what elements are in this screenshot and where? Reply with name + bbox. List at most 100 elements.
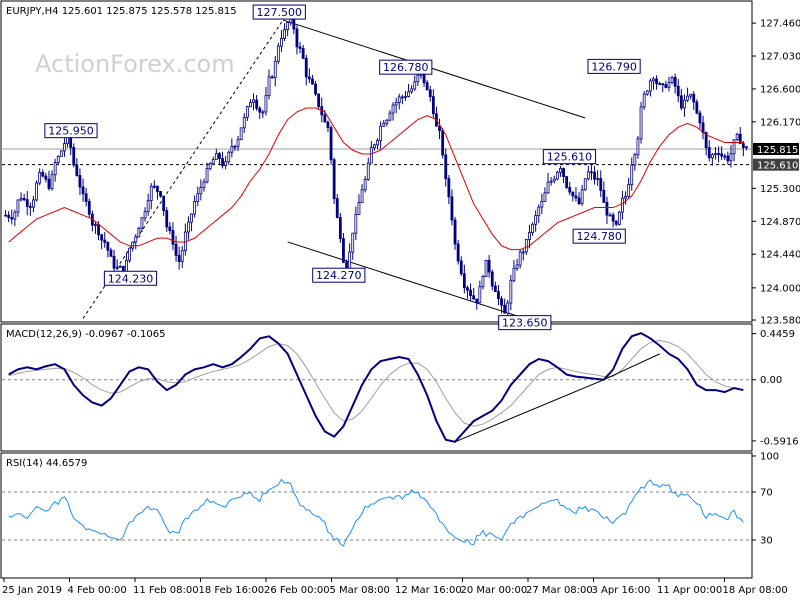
macd-y-axis: 0.4459 0.00 -0.5916 — [2, 329, 799, 447]
price-grid — [2, 148, 752, 166]
candle-body — [22, 198, 26, 201]
annotation-box — [44, 123, 98, 139]
candle-body — [190, 213, 193, 223]
annotation-label: 126.780 — [383, 61, 429, 74]
candle-body — [242, 116, 246, 129]
candles — [4, 10, 748, 318]
candle-body — [679, 95, 683, 109]
candle-body — [546, 181, 550, 194]
candle-body — [4, 214, 7, 217]
candle-body — [645, 90, 649, 95]
macd-header: MACD(12,26,9) -0.0967 -0.1065 — [6, 329, 166, 340]
moving-average — [8, 107, 744, 251]
price-annotations: 127.500 126.780 126.790 125.950 125.610 124.7… — [44, 4, 641, 331]
x-tick-label: 11 Feb 08:00 — [133, 585, 199, 596]
channel-upper-line — [282, 19, 586, 119]
price-tick-label: 123.580 — [760, 316, 800, 327]
candle-body — [143, 211, 147, 219]
candle-body — [81, 186, 85, 195]
candle-body — [642, 93, 646, 108]
candle-body — [239, 127, 243, 141]
candle-body — [506, 302, 510, 314]
price-header: EURJPY,H4 125.601 125.875 125.578 125.81… — [6, 6, 237, 17]
candle-body — [97, 224, 100, 236]
candle-body — [273, 60, 277, 78]
x-tick-label: 18 Feb 16:00 — [199, 585, 265, 596]
candle-body — [382, 122, 386, 127]
candle-body — [596, 178, 600, 180]
candle-body — [394, 102, 398, 106]
candle-body — [10, 217, 14, 220]
candle-body — [586, 171, 590, 180]
candle-body — [407, 91, 410, 97]
candle-body — [416, 74, 420, 83]
candle-body — [41, 172, 45, 177]
candle-body — [258, 107, 262, 113]
candle-body — [146, 200, 150, 213]
candle-body — [75, 164, 79, 176]
candle-body — [484, 259, 488, 278]
candle-body — [227, 151, 231, 163]
candle-body — [704, 132, 708, 149]
candle-body — [630, 164, 634, 186]
candle-body — [156, 185, 159, 192]
candle-body — [270, 76, 274, 79]
candle-body — [360, 189, 364, 203]
candle-body — [94, 224, 97, 226]
candle-body — [590, 171, 593, 174]
candle-body — [236, 139, 240, 147]
candle-body — [28, 206, 32, 208]
candle-body — [462, 273, 466, 289]
candle-body — [714, 153, 717, 155]
candle-body — [633, 154, 637, 166]
rsi-line — [8, 478, 744, 547]
candle-body — [707, 147, 711, 159]
candle-body — [379, 125, 383, 141]
candle-body — [159, 191, 162, 197]
x-tick-label: 18 Apr 08:00 — [723, 585, 788, 596]
candle-body — [397, 96, 401, 103]
annotation-label: 127.500 — [257, 6, 303, 19]
macd-trendline-1 — [454, 379, 605, 443]
candle-body — [329, 127, 333, 161]
candle-body — [404, 96, 407, 98]
candle-body — [559, 168, 562, 173]
x-tick-label: 4 Feb 00:00 — [68, 585, 127, 596]
candle-body — [168, 226, 172, 231]
candle-body — [115, 266, 119, 269]
annotation-label: 126.790 — [591, 60, 637, 73]
candle-body — [373, 144, 376, 149]
candle-body — [276, 45, 280, 62]
candle-body — [187, 221, 190, 233]
annotation-label: 124.230 — [108, 272, 154, 285]
candle-body — [221, 158, 224, 166]
candle-body — [723, 155, 727, 158]
candle-body — [109, 249, 113, 257]
candle-body — [283, 29, 286, 39]
candle-body — [301, 48, 305, 59]
rsi-tick-label: 30 — [760, 536, 773, 547]
candle-body — [692, 93, 696, 103]
candle-body — [53, 162, 57, 176]
candle-body — [369, 147, 373, 164]
candle-body — [267, 76, 271, 97]
candle-body — [602, 189, 606, 203]
candle-body — [441, 130, 445, 156]
candle-body — [555, 171, 559, 180]
candle-body — [376, 140, 379, 146]
candle-body — [444, 154, 448, 179]
candle-body — [35, 182, 38, 201]
candle-body — [438, 125, 441, 131]
candle-body — [205, 168, 209, 183]
candle-body — [481, 276, 485, 288]
candle-body — [128, 247, 131, 261]
candle-body — [363, 179, 367, 191]
candle-body — [537, 206, 541, 216]
macd-tick-label: 0.00 — [760, 375, 782, 386]
candle-body — [165, 210, 169, 228]
candle-body — [580, 189, 584, 205]
trendlines — [82, 19, 586, 319]
x-tick-label: 5 Mar 08:00 — [330, 585, 390, 596]
candle-body — [44, 175, 48, 180]
